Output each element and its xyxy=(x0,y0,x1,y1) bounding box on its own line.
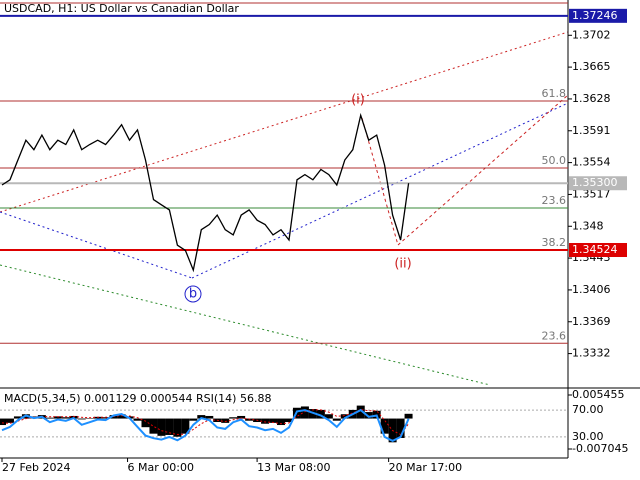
histogram-bar xyxy=(157,418,166,436)
histogram-bar xyxy=(277,418,286,426)
channel-line xyxy=(0,31,569,213)
level-label: 61.8 xyxy=(542,87,567,100)
histogram-bar xyxy=(189,418,198,421)
histogram-bar xyxy=(141,418,150,428)
histogram-bar xyxy=(245,418,254,421)
channel-line xyxy=(191,102,569,279)
y-tick-label: 0.005455 xyxy=(572,388,625,401)
wave-label: (i) xyxy=(351,93,365,108)
histogram-bar xyxy=(45,417,54,419)
histogram-bar xyxy=(316,409,325,419)
level-label: 76.0 xyxy=(542,0,567,2)
histogram-bar xyxy=(101,417,110,419)
wave-line xyxy=(361,117,399,246)
x-tick-label: 20 Mar 17:00 xyxy=(389,461,462,474)
histogram-bar xyxy=(13,416,22,419)
y-tick-label: 1.3665 xyxy=(572,60,611,73)
price-label: 1.37246 xyxy=(572,9,618,22)
level-label: 50.0 xyxy=(542,154,567,167)
histogram-bar xyxy=(324,414,333,419)
histogram-bar xyxy=(229,417,238,419)
histogram-bar xyxy=(261,418,270,424)
price-label: 1.35300 xyxy=(572,176,618,189)
wave-label: (ii) xyxy=(394,257,411,272)
histogram-bar xyxy=(380,418,389,434)
histogram-bar xyxy=(332,418,341,421)
histogram-bar xyxy=(300,406,309,419)
price-label-box xyxy=(569,8,627,23)
histogram-bar xyxy=(117,414,126,419)
histogram-bar xyxy=(356,405,365,419)
trendlines xyxy=(0,31,569,386)
y2-tick-label: 30.00 xyxy=(572,430,604,443)
price-label-box xyxy=(569,243,627,258)
histogram-bar xyxy=(165,418,174,435)
level-label: 38.2 xyxy=(542,236,567,249)
histogram-bar xyxy=(269,418,278,423)
indicator-title: MACD(5,34,5) 0.001129 0.000544 RSI(14) 5… xyxy=(4,392,271,405)
x-tick-label: 6 Mar 00:00 xyxy=(128,461,194,474)
histogram-bar xyxy=(404,413,413,419)
y-tick-label: 1.3406 xyxy=(572,283,611,296)
wave-circle xyxy=(184,285,202,303)
histogram-bar xyxy=(0,418,6,426)
histogram-bar xyxy=(237,415,246,419)
y-tick-label: 1.3702 xyxy=(572,28,611,41)
rsi-line xyxy=(1,408,410,443)
histogram-bar xyxy=(133,418,142,421)
wave-label: b xyxy=(189,287,197,302)
histogram-bar xyxy=(53,416,62,419)
histogram-bar xyxy=(396,418,405,438)
histogram-bar xyxy=(364,412,373,419)
histogram-bar xyxy=(197,415,206,419)
histogram-bar xyxy=(5,418,14,423)
histogram-bar xyxy=(340,414,349,419)
y-tick-label: 1.348 xyxy=(572,219,604,232)
signal-line xyxy=(1,408,410,436)
price-label: 1.34524 xyxy=(572,243,618,256)
histogram-bar xyxy=(85,418,94,419)
y-tick-label: 1.3591 xyxy=(572,124,611,137)
histogram-bar xyxy=(284,418,293,423)
histogram-bar xyxy=(77,418,86,420)
y-tick-label: 1.3628 xyxy=(572,92,611,105)
y-tick-label: 1.3517 xyxy=(572,187,611,200)
histogram-bar xyxy=(181,418,190,434)
price-label-box xyxy=(569,176,627,191)
price-line-series xyxy=(1,112,410,273)
x-tick-label: 13 Mar 08:00 xyxy=(257,461,330,474)
x-tick-label: 27 Feb 2024 xyxy=(2,461,70,474)
level-label: 23.6 xyxy=(542,194,567,207)
channel-line xyxy=(0,211,193,279)
histogram-bar xyxy=(205,415,214,419)
y-tick-label: 1.3369 xyxy=(572,315,611,328)
histogram-bar xyxy=(149,418,158,434)
channel-line xyxy=(0,264,491,386)
y-tick-label: -0.007045 xyxy=(572,442,628,455)
histogram-bar xyxy=(61,417,70,419)
y2-tick-label: 70.00 xyxy=(572,403,604,416)
y-tick-label: 1.3554 xyxy=(572,156,611,169)
chart-title: USDCAD, H1: US Dollar vs Canadian Dollar xyxy=(4,2,239,15)
histogram-bar xyxy=(173,418,182,437)
wave-line xyxy=(397,94,569,246)
y-tick-label: 1.3332 xyxy=(572,347,611,360)
histogram-bar xyxy=(221,418,230,423)
level-label: 23.6 xyxy=(542,329,567,342)
